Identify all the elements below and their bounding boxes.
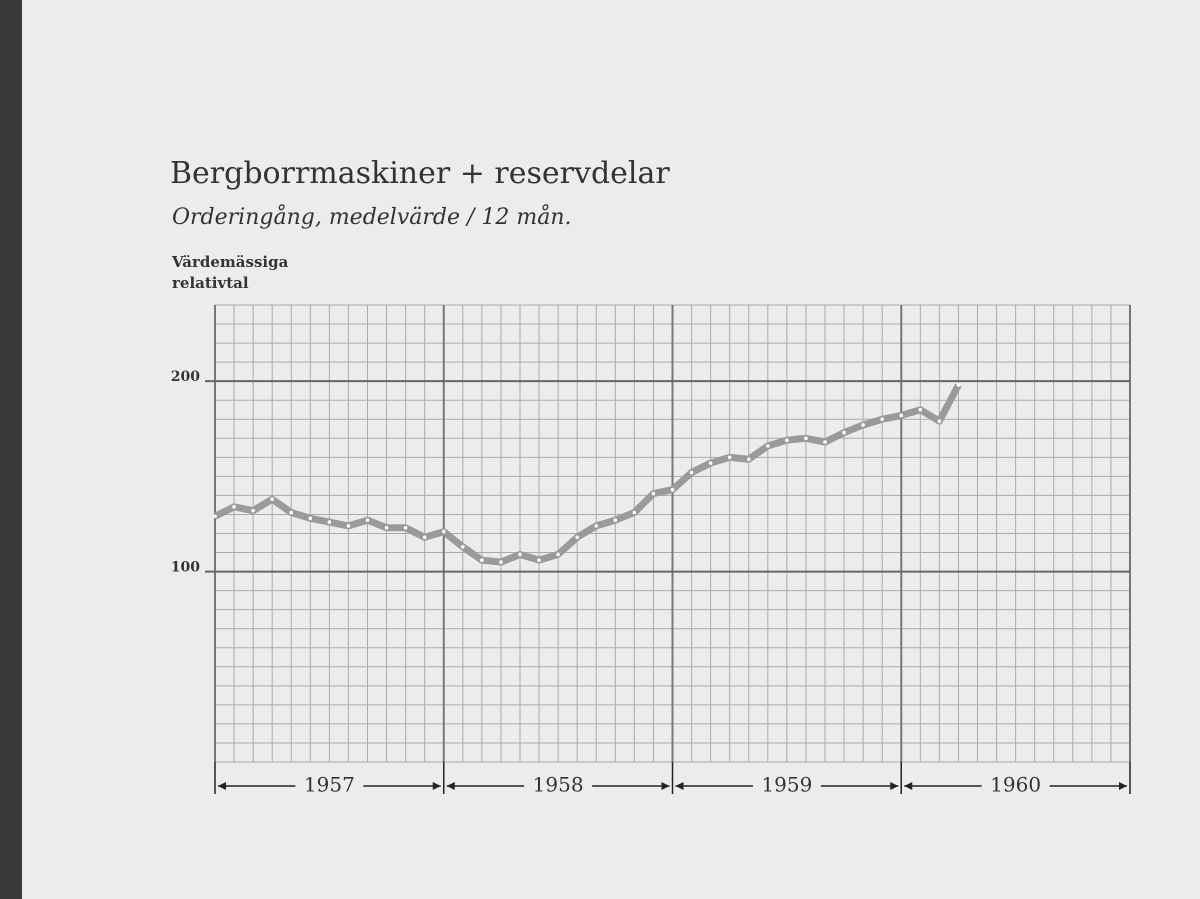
point (537, 558, 541, 562)
point (880, 417, 884, 422)
y-tick-label: 200 (171, 369, 200, 385)
chart-subtitle: Orderingång, medelvärde / 12 mån. (172, 203, 572, 230)
point (766, 444, 770, 448)
point (365, 518, 370, 522)
point (956, 383, 961, 387)
point (518, 552, 522, 557)
point (804, 436, 808, 441)
point (594, 524, 599, 528)
chart-title: Bergborrmaskiner + reservdelar (170, 156, 670, 191)
point (327, 520, 332, 524)
y-tick-label: 100 (171, 560, 200, 576)
point (937, 419, 942, 423)
year-label: 1959 (761, 773, 812, 797)
point (461, 545, 465, 549)
point (918, 407, 923, 412)
series-line (213, 383, 962, 566)
point (632, 510, 637, 515)
year-label: 1960 (990, 773, 1041, 797)
point (308, 516, 313, 521)
point (746, 457, 751, 462)
point (842, 430, 846, 435)
year-label: 1957 (304, 773, 355, 797)
point (213, 514, 217, 519)
point (708, 461, 713, 465)
label-gap (295, 776, 364, 796)
year-label: 1958 (533, 773, 584, 797)
point (270, 497, 274, 502)
y-axis-label: Värdemässiga (171, 253, 289, 271)
point (556, 552, 560, 557)
point (480, 558, 484, 562)
point (289, 510, 294, 515)
point (499, 560, 503, 564)
point (441, 529, 446, 534)
paper (22, 0, 1200, 899)
point (232, 505, 236, 509)
point (823, 440, 827, 444)
point (613, 518, 618, 522)
point (251, 508, 255, 513)
y-axis-label: relativtal (172, 274, 249, 292)
label-gap (524, 776, 593, 796)
point (403, 525, 408, 530)
point (651, 491, 656, 496)
point (899, 413, 904, 418)
point (670, 487, 675, 492)
point (785, 438, 789, 442)
point (689, 470, 694, 475)
point (575, 535, 579, 540)
point (727, 455, 732, 460)
point (422, 535, 427, 540)
label-gap (981, 776, 1050, 796)
point (384, 525, 389, 530)
label-gap (752, 776, 821, 796)
point (861, 423, 865, 427)
point (346, 524, 351, 528)
